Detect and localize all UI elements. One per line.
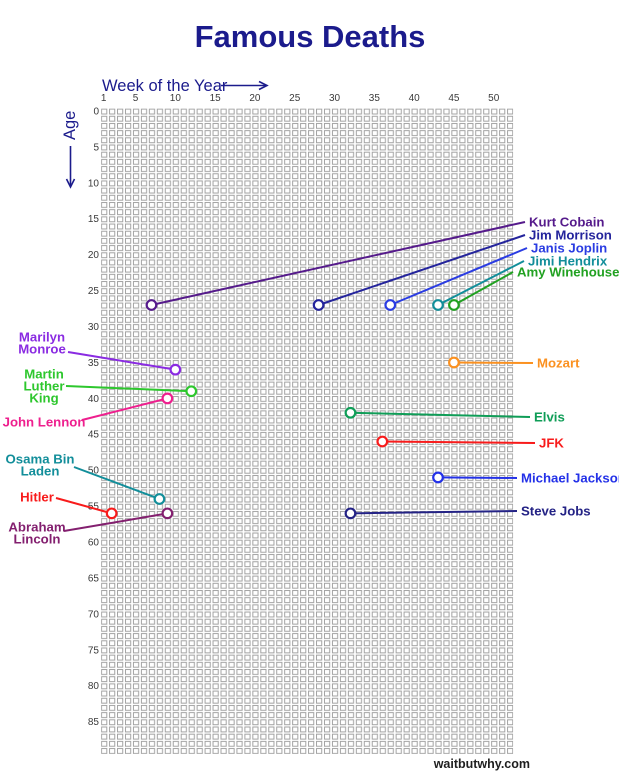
person-label-martin-luther-king-1: Luther (23, 379, 64, 394)
death-point-mozart (448, 356, 460, 369)
y-tick-50: 50 (88, 466, 100, 477)
x-tick-25: 25 (289, 93, 301, 104)
person-label-steve-jobs-0: Steve Jobs (521, 504, 591, 519)
person-label-marilyn-monroe-1: Monroe (18, 342, 66, 357)
leader-line-osama-bin-laden (73, 466, 160, 500)
death-point-john-lennon (161, 392, 174, 405)
y-tick-10: 10 (88, 178, 100, 189)
person-label-martin-luther-king-2: King (29, 391, 58, 406)
y-tick-85: 85 (88, 717, 100, 728)
leader-line-hitler (55, 497, 112, 515)
x-tick-40: 40 (409, 93, 421, 104)
x-axis-label: Week of the Year (102, 77, 228, 95)
person-label-kurt-cobain-0: Kurt Cobain (529, 215, 604, 230)
person-label-john-lennon-0: John Lennon (3, 415, 86, 430)
person-label-jfk-0: JFK (539, 436, 564, 451)
person-label-michael-jackson-0: Michael Jackson (521, 471, 619, 486)
death-point-kurt-cobain (145, 299, 158, 311)
person-label-abraham-lincoln-1: Lincoln (14, 532, 61, 547)
leader-line-jfk (382, 440, 536, 444)
person-label-hitler-0: Hitler (20, 490, 54, 505)
leader-line-elvis (350, 411, 531, 418)
y-tick-20: 20 (88, 250, 100, 261)
y-tick-25: 25 (88, 286, 100, 297)
person-label-abraham-lincoln-0: Abraham (8, 520, 65, 535)
point-layer (105, 299, 460, 520)
leader-line-abraham-lincoln (63, 512, 168, 532)
y-tick-65: 65 (88, 573, 100, 584)
y-tick-35: 35 (88, 358, 100, 369)
leader-line-janis-joplin (389, 247, 528, 306)
person-label-amy-winehouse-0: Amy Winehouse (517, 265, 619, 280)
person-label-osama-bin-laden-0: Osama Bin (6, 452, 75, 467)
person-label-osama-bin-laden-1: Laden (21, 464, 60, 479)
death-point-jim-morrison (312, 299, 325, 311)
y-tick-5: 5 (93, 142, 99, 153)
y-tick-60: 60 (88, 538, 100, 549)
x-tick-10: 10 (170, 93, 182, 104)
death-point-jimi-hendrix (432, 299, 444, 311)
watermark: waitbutwhy.com (433, 757, 530, 771)
death-point-martin-luther-king (185, 385, 198, 398)
death-point-osama-bin-laden (153, 493, 166, 505)
x-tick-15: 15 (210, 93, 222, 104)
y-tick-75: 75 (88, 645, 100, 656)
y-tick-80: 80 (88, 681, 100, 692)
x-tick-20: 20 (249, 93, 261, 104)
death-point-elvis (344, 406, 357, 419)
death-point-hitler (105, 507, 118, 520)
y-tick-55: 55 (88, 502, 100, 513)
right-arrow-icon (221, 80, 269, 91)
x-tick-50: 50 (488, 93, 500, 104)
x-tick-5: 5 (133, 93, 139, 104)
x-tick-45: 45 (448, 93, 460, 104)
tick-layer: 1 5 10 15 20 25 30 35 40 45 5005101520253035404550… (88, 93, 500, 728)
x-tick-30: 30 (329, 93, 341, 104)
y-tick-40: 40 (88, 394, 100, 405)
leader-layer (55, 221, 536, 532)
leader-line-steve-jobs (350, 510, 518, 515)
down-arrow-icon (65, 146, 76, 189)
y-tick-15: 15 (88, 214, 100, 225)
death-point-steve-jobs (344, 507, 357, 520)
death-point-jfk (376, 435, 389, 448)
y-tick-0: 0 (93, 106, 99, 117)
y-tick-70: 70 (88, 609, 100, 620)
y-axis-label: Age (61, 111, 79, 140)
death-point-janis-joplin (384, 299, 397, 311)
y-tick-30: 30 (88, 322, 100, 333)
x-tick-1: 1 (101, 93, 107, 104)
leader-line-kurt-cobain (151, 221, 526, 306)
page-title: Famous Deaths (195, 19, 426, 54)
leader-line-martin-luther-king (65, 385, 192, 393)
person-label-jim-morrison-0: Jim Morrison (529, 228, 612, 243)
person-label-elvis-0: Elvis (534, 410, 565, 425)
leader-line-marilyn-monroe (67, 351, 176, 371)
death-point-michael-jackson (432, 471, 444, 484)
person-label-mozart-0: Mozart (537, 356, 580, 371)
leader-line-mozart (453, 361, 534, 364)
death-point-marilyn-monroe (169, 363, 182, 376)
leader-line-john-lennon (81, 397, 168, 421)
y-tick-45: 45 (88, 430, 100, 441)
leader-line-jimi-hendrix (437, 260, 525, 306)
leader-line-amy-winehouse (453, 271, 514, 306)
person-label-janis-joplin-0: Janis Joplin (531, 241, 607, 256)
leader-line-jim-morrison (318, 234, 526, 306)
x-tick-35: 35 (369, 93, 381, 104)
person-label-jimi-hendrix-0: Jimi Hendrix (528, 254, 608, 269)
life-weeks-grid (101, 108, 514, 755)
death-point-abraham-lincoln (161, 507, 174, 520)
leader-line-michael-jackson (438, 476, 518, 479)
person-label-marilyn-monroe-0: Marilyn (19, 330, 65, 345)
person-label-martin-luther-king-0: Martin (24, 367, 64, 382)
death-point-amy-winehouse (448, 299, 460, 311)
